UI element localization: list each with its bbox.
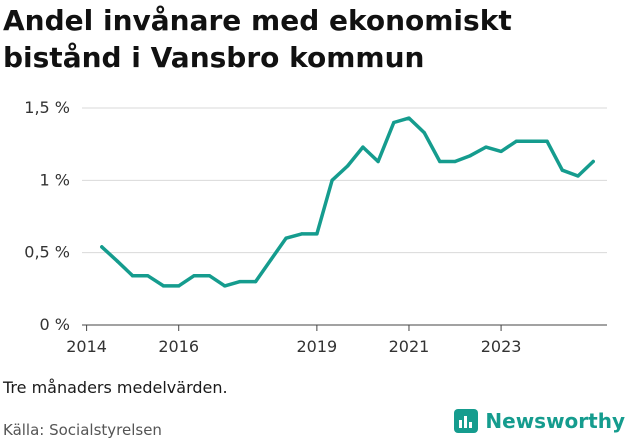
data-point xyxy=(300,232,304,236)
x-tick-label: 2016 xyxy=(158,337,199,356)
data-point xyxy=(161,284,166,288)
data-point xyxy=(376,159,380,164)
data-point xyxy=(468,154,472,158)
data-point xyxy=(100,245,104,249)
data-point xyxy=(392,120,396,125)
data-point xyxy=(131,274,135,278)
data-point xyxy=(346,164,350,168)
gridlines xyxy=(82,107,607,326)
x-tick-label: 2023 xyxy=(481,337,522,356)
data-point xyxy=(484,145,488,149)
line-chart: 0 % 0,5 % 1 % 1,5 % 2014 2016 2019 2021 2023 xyxy=(24,98,607,356)
y-tick-label: 0 % xyxy=(40,315,70,334)
x-tick-label: 2019 xyxy=(297,337,338,356)
data-point xyxy=(146,274,150,278)
data-point xyxy=(177,284,181,288)
data-point xyxy=(192,274,196,278)
bar-chart-logo-icon xyxy=(454,409,479,433)
data-point xyxy=(514,139,518,143)
data-point xyxy=(254,280,258,284)
brand-logo[interactable]: Newsworthy xyxy=(453,408,625,434)
data-point xyxy=(315,232,319,236)
data-point xyxy=(576,174,580,178)
x-axis: 2014 2016 2019 2021 2023 xyxy=(66,325,521,356)
chart-title: Andel invånare med ekonomiskt bistånd i … xyxy=(3,4,512,74)
data-point xyxy=(223,284,227,288)
data-point xyxy=(453,159,457,164)
source-credit: Källa: Socialstyrelsen xyxy=(3,421,162,439)
data-point xyxy=(545,139,549,143)
x-tick-label: 2021 xyxy=(389,337,430,356)
data-point xyxy=(591,159,595,164)
chart-note: Tre månaders medelvärden. xyxy=(3,378,228,397)
y-tick-label: 1,5 % xyxy=(24,98,70,117)
data-point xyxy=(499,149,503,153)
y-tick-label: 0,5 % xyxy=(24,243,70,262)
data-point xyxy=(284,236,288,240)
data-point xyxy=(330,178,334,182)
data-point xyxy=(560,168,564,172)
data-point xyxy=(422,130,426,135)
series-layer xyxy=(100,116,595,288)
data-point xyxy=(361,145,365,149)
data-point xyxy=(407,116,411,120)
x-tick-label: 2014 xyxy=(66,337,107,356)
y-tick-label: 1 % xyxy=(40,170,70,189)
data-point xyxy=(207,274,212,278)
y-axis-ticks: 0 % 0,5 % 1 % 1,5 % xyxy=(24,98,70,334)
data-point xyxy=(438,159,442,164)
data-point xyxy=(269,258,273,262)
brand-name: Newsworthy xyxy=(485,409,625,433)
data-point xyxy=(530,139,534,143)
data-point xyxy=(238,280,242,284)
data-point xyxy=(115,259,120,263)
series-line xyxy=(100,116,595,288)
